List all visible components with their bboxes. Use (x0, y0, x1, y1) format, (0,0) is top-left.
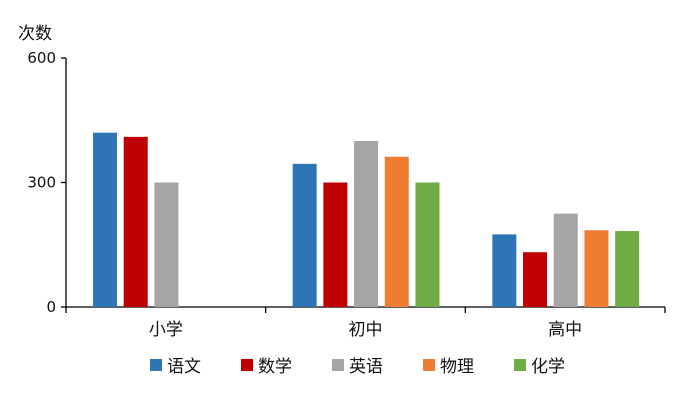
x-tick-label: 初中 (349, 320, 383, 340)
legend-swatch (332, 358, 344, 371)
legend-label: 英语 (349, 357, 383, 377)
x-tick-label: 小学 (149, 320, 183, 340)
bar-数学 (523, 252, 548, 307)
legend-item: 物理 (423, 352, 474, 377)
legend-item: 数学 (241, 352, 292, 377)
y-tick-label: 300 (27, 174, 56, 192)
bar-数学 (323, 182, 348, 307)
bar-物理 (584, 230, 609, 307)
legend-label: 物理 (440, 357, 474, 377)
bar-化学 (615, 231, 640, 307)
bar-语文 (93, 132, 117, 307)
legend-item: 化学 (514, 352, 565, 377)
bar-语文 (292, 163, 317, 307)
legend-swatch (241, 358, 253, 371)
legend: 语文 数学 英语 物理 化学 (150, 352, 605, 377)
legend-item: 语文 (150, 352, 201, 377)
legend-label: 数学 (258, 357, 292, 377)
y-axis-title: 次数 (18, 24, 52, 44)
x-tick-label: 高中 (548, 320, 582, 340)
legend-swatch (514, 358, 526, 371)
bar-化学 (415, 182, 440, 307)
bar-数学 (123, 136, 148, 307)
bar-英语 (553, 213, 578, 307)
legend-swatch (150, 358, 162, 371)
legend-item: 英语 (332, 352, 383, 377)
bar-英语 (154, 182, 179, 307)
y-tick-label: 600 (27, 49, 56, 67)
bar-物理 (384, 156, 409, 307)
y-tick-label: 0 (46, 298, 56, 316)
bar-语文 (492, 234, 517, 307)
legend-label: 化学 (531, 357, 565, 377)
legend-label: 语文 (167, 357, 201, 377)
bar-英语 (354, 141, 379, 307)
legend-swatch (423, 358, 435, 371)
